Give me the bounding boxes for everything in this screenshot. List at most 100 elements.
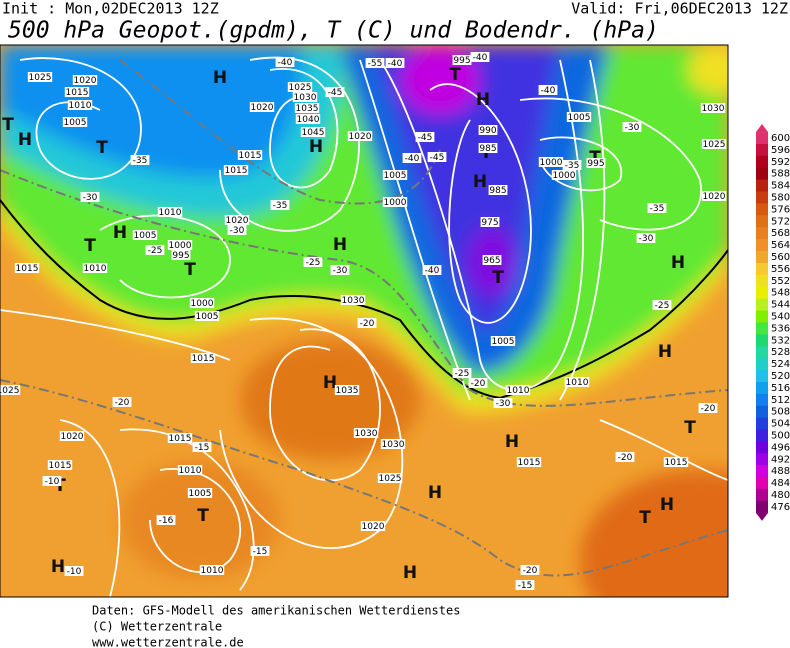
colorbar-swatch: [756, 215, 768, 228]
label-box: [62, 117, 88, 127]
colorbar-label: 496: [771, 442, 790, 453]
contour-label: 1020: [349, 132, 372, 142]
contour-label: -16: [159, 516, 174, 526]
label-box: [199, 565, 225, 575]
label-box: [157, 207, 183, 217]
colorbar-swatch: [756, 381, 768, 395]
colorbar-swatch: [756, 405, 768, 419]
contour-label: 1020: [226, 216, 249, 226]
contour-label: 1005: [568, 113, 591, 123]
contour-label: 1010: [84, 264, 107, 274]
colorbar-swatch: [756, 453, 768, 466]
label-box: [42, 476, 62, 486]
contour-label: 1045: [302, 128, 325, 138]
contour-label: 1000: [540, 158, 563, 168]
label-box: [478, 143, 498, 153]
label-box: [516, 457, 542, 467]
contour-label: -20: [618, 453, 633, 463]
contour-label: -40: [405, 154, 420, 164]
label-box: [551, 170, 577, 180]
label-box: [478, 125, 498, 135]
contour-label: -20: [701, 404, 716, 414]
contour-label: 995: [453, 56, 470, 66]
pressure-center: H: [476, 90, 490, 110]
label-box: [357, 318, 377, 328]
contour-label: -45: [418, 133, 433, 143]
label-box: [538, 157, 564, 167]
contour-label: -20: [523, 566, 538, 576]
label-box: [415, 132, 435, 142]
contour-label: 1010: [566, 378, 589, 388]
contour-label: -30: [83, 193, 98, 203]
colorbar-swatch: [756, 143, 768, 157]
colorbar: 6005965925885845805765725685645605565525…: [756, 124, 790, 521]
colorbar-swatch: [756, 417, 768, 431]
colorbar-swatch: [756, 465, 768, 478]
contour-label: 1020: [251, 103, 274, 113]
map-title: 500 hPa Geopot.(gpdm), T (C) und Bodendr…: [8, 18, 659, 44]
pressure-center: H: [660, 495, 674, 515]
colorbar-swatch: [756, 393, 768, 407]
colorbar-swatch: [756, 322, 768, 335]
colorbar-swatch: [756, 179, 768, 193]
label-box: [334, 385, 360, 395]
label-box: [187, 488, 213, 498]
label-box: [382, 170, 408, 180]
contour-label: 985: [479, 144, 496, 154]
label-box: [353, 428, 379, 438]
footer-url: www.wetterzentrale.de: [92, 636, 244, 648]
label-box: [377, 473, 403, 483]
label-box: [490, 336, 516, 346]
colorbar-label: 568: [771, 228, 790, 239]
contour-label: -25: [655, 301, 670, 311]
label-box: [275, 57, 295, 67]
colorbar-swatch: [756, 500, 768, 514]
pressure-center: H: [113, 223, 127, 243]
pressure-center: T: [84, 236, 96, 256]
colorbar-label: 500: [771, 431, 790, 442]
pressure-center: T: [184, 260, 196, 280]
contour-label: -10: [45, 477, 60, 487]
label-box: [80, 192, 100, 202]
pressure-center: H: [309, 137, 323, 157]
colorbar-label: 492: [771, 454, 790, 465]
contour-label: 1010: [201, 566, 224, 576]
label-box: [360, 521, 386, 531]
label-box: [538, 85, 558, 95]
contour-label: 1010: [507, 386, 530, 396]
colorbar-swatch: [756, 155, 768, 169]
contour-label: 1000: [384, 198, 407, 208]
contour-label: -40: [473, 53, 488, 63]
label-box: [145, 245, 165, 255]
contour-label: 975: [481, 218, 498, 228]
colorbar-swatch: [756, 251, 768, 264]
label-box: [14, 263, 40, 273]
label-box: [294, 103, 320, 113]
colorbar-swatch: [756, 441, 768, 454]
colorbar-swatch: [756, 477, 768, 490]
colorbar-label: 588: [771, 169, 790, 180]
contour-label: -25: [306, 258, 321, 268]
colorbar-swatch: [756, 167, 768, 181]
contour-label: -30: [496, 399, 511, 409]
label-box: [190, 353, 216, 363]
contour-label: 995: [587, 159, 604, 169]
colorbar-swatch: [756, 191, 768, 204]
colorbar-label: 572: [771, 216, 790, 227]
pressure-center: T: [449, 65, 461, 85]
colorbar-swatch: [756, 310, 768, 323]
colorbar-swatch: [756, 286, 768, 300]
contour-label: 1020: [362, 522, 385, 532]
contour-label: 1000: [553, 171, 576, 181]
contour-label: 1015: [225, 166, 248, 176]
label-box: [303, 257, 323, 267]
colorbar-swatch: [756, 334, 768, 347]
colorbar-swatch: [756, 274, 768, 288]
label-box: [480, 217, 500, 227]
label-box: [663, 457, 689, 467]
label-box: [47, 460, 73, 470]
contour-label: 1005: [189, 489, 212, 499]
init-time: Init : Mon,02DEC2013 12Z: [2, 0, 219, 18]
contour-label: -25: [148, 246, 163, 256]
